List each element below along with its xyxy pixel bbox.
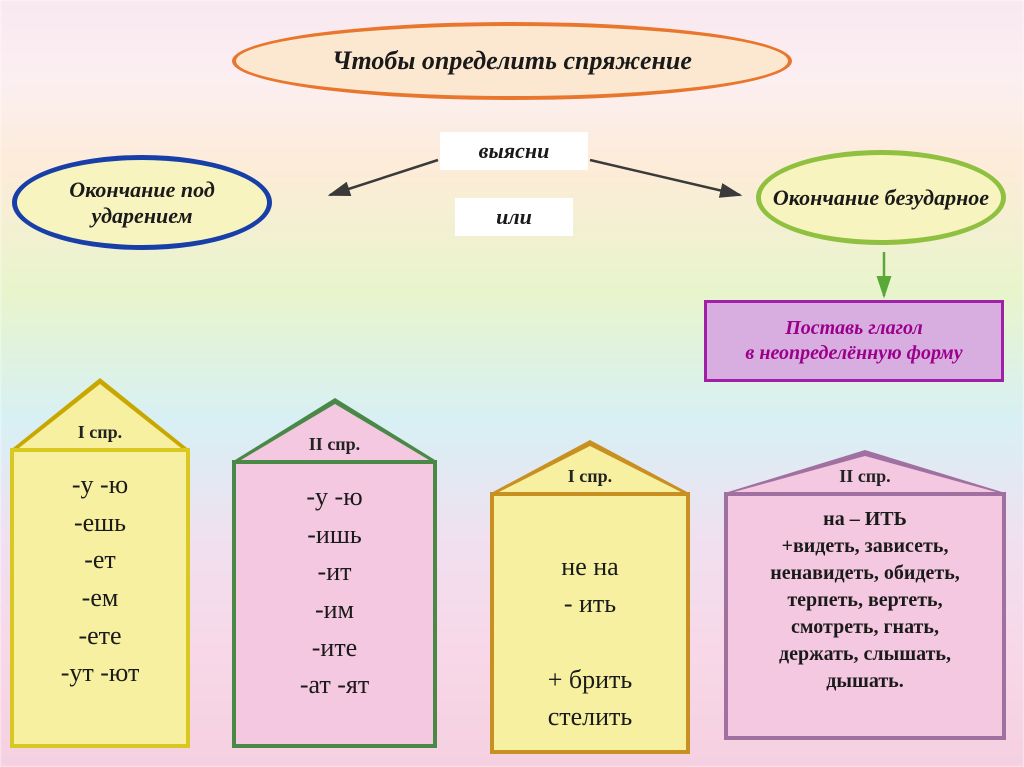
option-unstressed-ending: Окончание безударное — [756, 150, 1006, 245]
option-stressed-text: Окончание под ударением — [17, 177, 267, 228]
house-body: не на- ить + бритьстелить — [490, 492, 690, 754]
house-line: -ит — [246, 553, 423, 591]
house-line: + брить — [504, 661, 676, 699]
instruction-box: Поставь глагол в неопределённую форму — [704, 300, 1004, 382]
house-2: II спр. -у -ю-ишь-ит-им-ите-ат -ят — [232, 398, 437, 748]
house-line: -ете — [24, 617, 176, 655]
instruction-text: Поставь глагол в неопределённую форму — [745, 316, 962, 366]
house-body: на – ИТЬ+видеть, зависеть,ненавидеть, об… — [724, 492, 1006, 740]
house-line: ненавидеть, обидеть, — [736, 560, 994, 587]
option-unstressed-text: Окончание безударное — [773, 185, 989, 210]
step-label: выясни — [440, 132, 588, 170]
house-line: -ешь — [24, 504, 176, 542]
house-line: смотреть, гнать, — [736, 614, 994, 641]
house-line: -ет — [24, 541, 176, 579]
house-line: стелить — [504, 698, 676, 736]
house-line: -ат -ят — [246, 666, 423, 704]
house-roof-label: I спр. — [568, 466, 612, 487]
house-3: I спр. не на- ить + бритьстелить — [490, 440, 690, 754]
house-line — [504, 510, 676, 548]
house-line: -ем — [24, 579, 176, 617]
house-line: - ить — [504, 585, 676, 623]
title-oval: Чтобы определить спряжение — [232, 22, 792, 100]
house-1: I спр. -у -ю-ешь-ет-ем-ете-ут -ют — [10, 378, 190, 748]
house-line: -у -ю — [246, 478, 423, 516]
page-title: Чтобы определить спряжение — [332, 46, 692, 76]
house-line — [504, 623, 676, 661]
house-roof-label: II спр. — [839, 466, 890, 487]
house-line: дышать. — [736, 668, 994, 695]
house-line: держать, слышать, — [736, 641, 994, 668]
option-stressed-ending: Окончание под ударением — [12, 155, 272, 250]
house-line: +видеть, зависеть, — [736, 533, 994, 560]
house-line: -у -ю — [24, 466, 176, 504]
house-line: -ут -ют — [24, 654, 176, 692]
house-roof-label: I спр. — [78, 422, 122, 443]
house-line: не на — [504, 548, 676, 586]
house-line: на – ИТЬ — [736, 506, 994, 533]
house-line: терпеть, вертеть, — [736, 587, 994, 614]
house-line: -ишь — [246, 516, 423, 554]
house-body: -у -ю-ешь-ет-ем-ете-ут -ют — [10, 448, 190, 748]
house-line: -им — [246, 591, 423, 629]
step-or-label: или — [455, 198, 573, 236]
house-line: -ите — [246, 629, 423, 667]
house-body: -у -ю-ишь-ит-им-ите-ат -ят — [232, 460, 437, 748]
house-4: II спр. на – ИТЬ+видеть, зависеть,ненавид… — [724, 450, 1006, 740]
house-roof-label: II спр. — [309, 434, 360, 455]
